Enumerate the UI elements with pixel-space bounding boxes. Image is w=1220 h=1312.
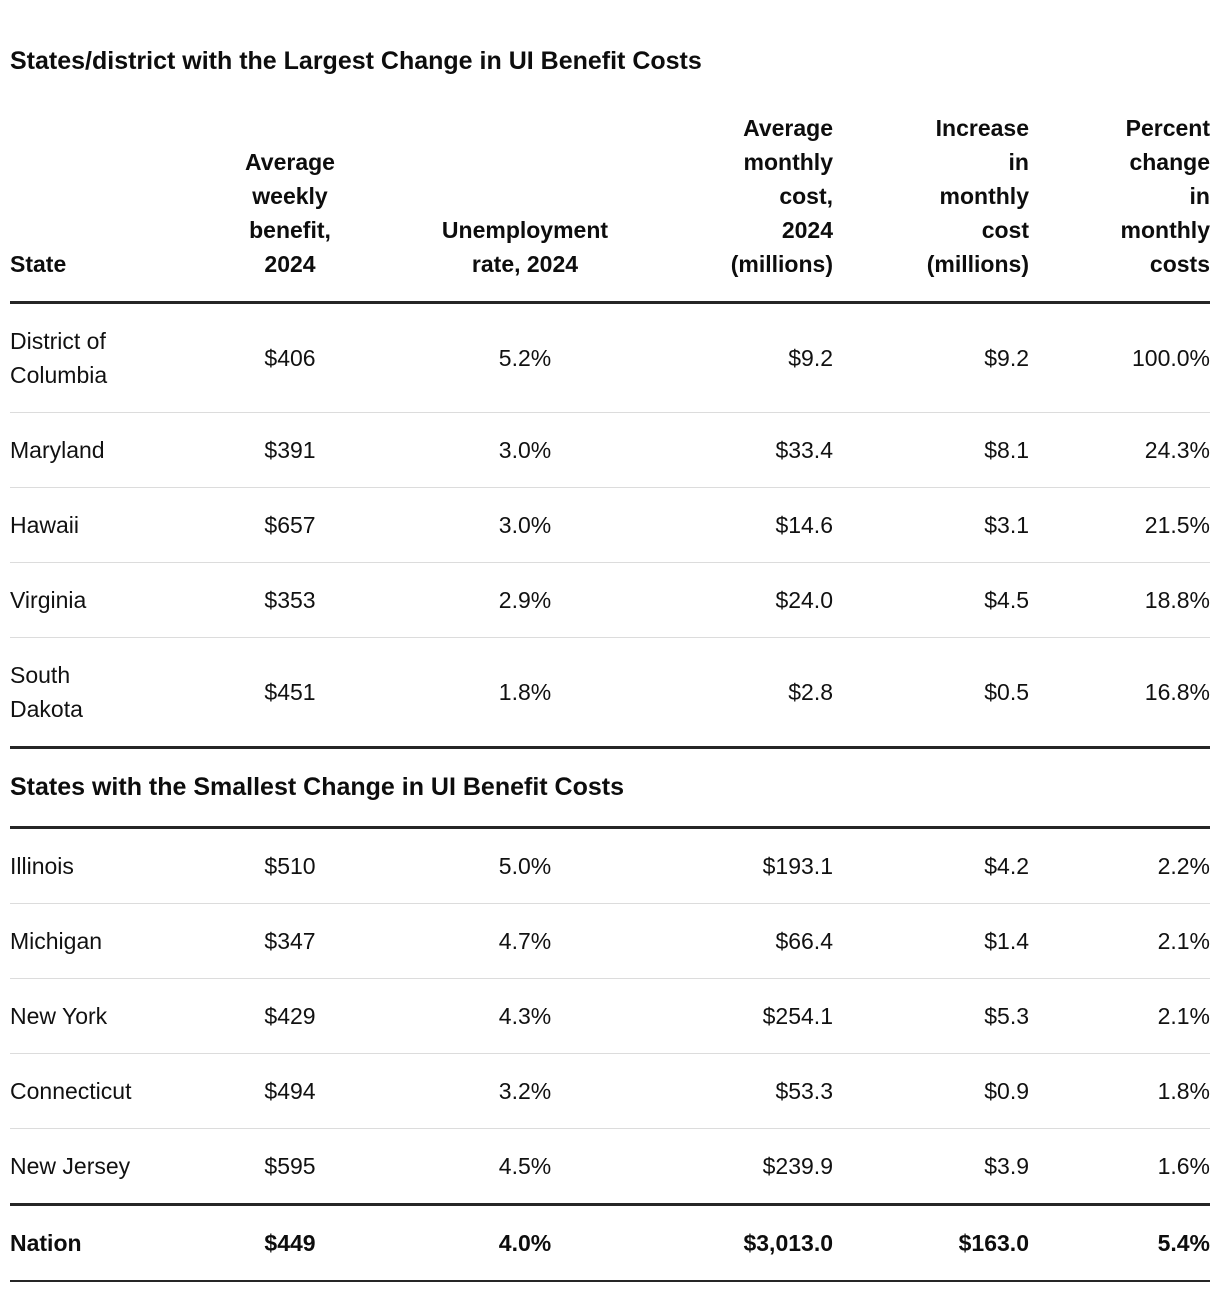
monthly-cost-cell: $3,013.0 [743,1230,833,1256]
row-new-york: New York $429 4.3% $254.1 $5.3 2.1% [10,979,1210,1054]
weekly-benefit-cell: $657 [264,512,316,538]
col-header-state: State [10,251,67,277]
cost-increase-cell: $3.9 [984,1153,1029,1179]
state-cell: New Jersey [10,1153,131,1179]
state-cell: Virginia [10,587,87,613]
row-illinois: Illinois $510 5.0% $193.1 $4.2 2.2% [10,828,1210,904]
section-heading-row: States with the Smallest Change in UI Be… [10,748,1210,828]
row-district-of-columbia: District of Columbia $406 5.2% $9.2 $9.2… [10,303,1210,413]
row-south-dakota: South Dakota $451 1.8% $2.8 $0.5 16.8% [10,638,1210,748]
weekly-benefit-cell: $347 [264,928,316,954]
col-header-unemployment-rate: Unemployment rate, 2024 [441,217,609,277]
monthly-cost-cell: $24.0 [775,587,833,613]
unemployment-rate-cell: 5.0% [498,853,552,879]
percent-change-cell: 2.1% [1157,928,1210,954]
section-title-largest-change: States/district with the Largest Change … [10,47,702,75]
weekly-benefit-cell: $353 [264,587,316,613]
percent-change-cell: 1.8% [1157,1078,1210,1104]
unemployment-rate-cell: 1.8% [498,679,552,705]
cost-increase-cell: $1.4 [984,928,1029,954]
col-header-percent-change: Percent change in monthly costs [1120,115,1210,277]
ui-benefit-costs-table: State Average weekly benefit, 2024 Unemp… [10,111,1210,1282]
unemployment-rate-cell: 4.5% [498,1153,552,1179]
state-cell: Hawaii [10,512,80,538]
monthly-cost-cell: $254.1 [762,1003,833,1029]
cost-increase-cell: $3.1 [984,512,1029,538]
state-cell: South Dakota [10,662,83,722]
cost-increase-cell: $4.2 [984,853,1029,879]
percent-change-cell: 2.2% [1157,853,1210,879]
percent-change-cell: 21.5% [1144,512,1210,538]
unemployment-rate-cell: 4.7% [498,928,552,954]
cost-increase-cell: $9.2 [984,345,1029,371]
row-new-jersey: New Jersey $595 4.5% $239.9 $3.9 1.6% [10,1129,1210,1205]
state-cell: Nation [10,1230,82,1256]
state-cell: Michigan [10,928,103,954]
unemployment-rate-cell: 3.0% [498,512,552,538]
percent-change-cell: 24.3% [1144,437,1210,463]
row-nation: Nation $449 4.0% $3,013.0 $163.0 5.4% [10,1205,1210,1281]
row-virginia: Virginia $353 2.9% $24.0 $4.5 18.8% [10,563,1210,638]
unemployment-rate-cell: 2.9% [498,587,552,613]
weekly-benefit-cell: $429 [264,1003,316,1029]
monthly-cost-cell: $14.6 [775,512,833,538]
percent-change-cell: 1.6% [1157,1153,1210,1179]
cost-increase-cell: $0.9 [984,1078,1029,1104]
unemployment-rate-cell: 3.0% [498,437,552,463]
cost-increase-cell: $163.0 [958,1230,1029,1256]
section-title-smallest-change: States with the Smallest Change in UI Be… [10,773,625,801]
cost-increase-cell: $0.5 [984,679,1029,705]
cost-increase-cell: $8.1 [984,437,1029,463]
monthly-cost-cell: $2.8 [788,679,833,705]
weekly-benefit-cell: $494 [264,1078,316,1104]
weekly-benefit-cell: $449 [264,1230,316,1256]
page: States/district with the Largest Change … [0,46,1220,1282]
col-header-weekly-benefit: Average weekly benefit, 2024 [245,149,335,277]
weekly-benefit-cell: $595 [264,1153,316,1179]
weekly-benefit-cell: $406 [264,345,316,371]
col-header-monthly-cost: Average monthly cost, 2024 (millions) [730,115,833,277]
unemployment-rate-cell: 3.2% [498,1078,552,1104]
unemployment-rate-cell: 4.0% [498,1230,552,1256]
row-maryland: Maryland $391 3.0% $33.4 $8.1 24.3% [10,413,1210,488]
unemployment-rate-cell: 4.3% [498,1003,552,1029]
percent-change-cell: 100.0% [1131,345,1210,371]
monthly-cost-cell: $53.3 [775,1078,833,1104]
state-cell: District of Columbia [10,328,108,388]
cost-increase-cell: $5.3 [984,1003,1029,1029]
monthly-cost-cell: $33.4 [775,437,833,463]
percent-change-cell: 18.8% [1144,587,1210,613]
state-cell: Illinois [10,853,74,879]
weekly-benefit-cell: $451 [264,679,316,705]
monthly-cost-cell: $66.4 [775,928,833,954]
unemployment-rate-cell: 5.2% [498,345,552,371]
state-cell: Connecticut [10,1078,132,1104]
monthly-cost-cell: $193.1 [762,853,833,879]
percent-change-cell: 2.1% [1157,1003,1210,1029]
row-hawaii: Hawaii $657 3.0% $14.6 $3.1 21.5% [10,488,1210,563]
state-cell: Maryland [10,437,105,463]
weekly-benefit-cell: $391 [264,437,316,463]
row-michigan: Michigan $347 4.7% $66.4 $1.4 2.1% [10,904,1210,979]
monthly-cost-cell: $239.9 [762,1153,833,1179]
column-header-row: State Average weekly benefit, 2024 Unemp… [10,111,1210,303]
monthly-cost-cell: $9.2 [788,345,833,371]
percent-change-cell: 5.4% [1157,1230,1210,1256]
cost-increase-cell: $4.5 [984,587,1029,613]
state-cell: New York [10,1003,108,1029]
col-header-cost-increase: Increase in monthly cost (millions) [926,115,1029,277]
weekly-benefit-cell: $510 [264,853,316,879]
percent-change-cell: 16.8% [1144,679,1210,705]
row-connecticut: Connecticut $494 3.2% $53.3 $0.9 1.8% [10,1054,1210,1129]
